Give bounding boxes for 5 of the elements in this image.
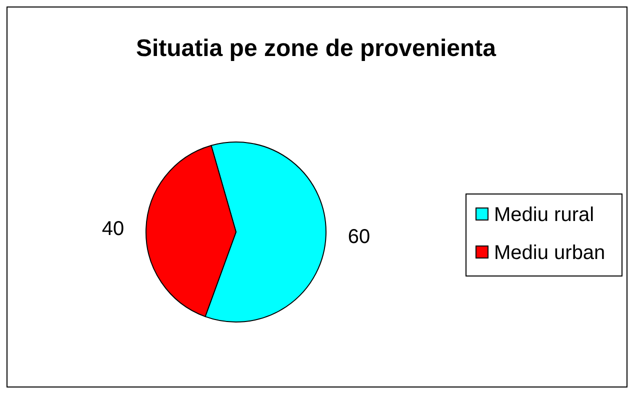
data-label: 60: [348, 226, 370, 248]
legend-label: Mediu urban: [494, 242, 606, 264]
legend-label: Mediu rural: [494, 204, 594, 226]
data-label: 40: [102, 218, 124, 240]
chart-title: Situatia pe zone de provenienta: [136, 35, 497, 62]
